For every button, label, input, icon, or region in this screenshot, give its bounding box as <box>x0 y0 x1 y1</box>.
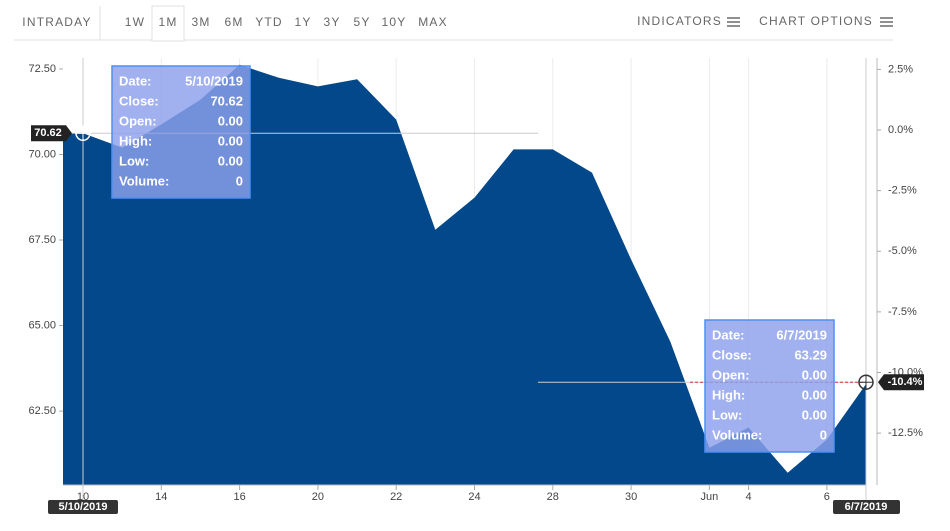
y-tick-label: 65.00 <box>28 319 56 331</box>
tooltip-value: 0.00 <box>802 407 827 422</box>
tooltip-key: Close: <box>119 93 159 108</box>
x-tick-label: 22 <box>390 491 402 503</box>
range-tab[interactable]: 5Y <box>353 15 370 29</box>
tooltip-value: 0.00 <box>218 113 243 128</box>
range-tab[interactable]: 10Y <box>382 15 407 29</box>
tooltip-key: High: <box>712 387 745 402</box>
tooltip-key: Low: <box>119 153 149 168</box>
range-tab[interactable]: YTD <box>255 15 283 29</box>
tooltip-value: 0 <box>236 173 243 188</box>
y2-tick-label: 0.0% <box>888 124 913 136</box>
active-tab <box>151 5 185 42</box>
x-tick-label: 14 <box>155 491 167 503</box>
tooltip-key: Open: <box>119 113 157 128</box>
x-tick-label: Jun <box>701 491 719 503</box>
date-flag-label: 5/10/2019 <box>59 501 108 513</box>
x-tick-label: 28 <box>547 491 559 503</box>
range-tab[interactable]: 1W <box>125 15 145 29</box>
tooltip-value: 0.00 <box>802 367 827 382</box>
tooltip-value: 5/10/2019 <box>185 73 243 88</box>
tooltip-value: 0.00 <box>802 387 827 402</box>
tooltip-value: 63.29 <box>794 347 827 362</box>
tooltip-key: High: <box>119 133 152 148</box>
price-area <box>63 64 866 486</box>
range-tab[interactable]: 3Y <box>323 15 340 29</box>
range-tab[interactable]: 3M <box>191 15 210 29</box>
y2-tick-label: 2.5% <box>888 63 913 75</box>
value-flag <box>31 125 72 142</box>
date-flag-label: 6/7/2019 <box>845 501 888 513</box>
tooltip-value: 6/7/2019 <box>776 327 827 342</box>
tooltip-key: Date: <box>119 73 152 88</box>
x-tick-label: 30 <box>625 491 637 503</box>
tooltip-value: 0 <box>820 427 827 442</box>
y-tick-label: 70.00 <box>28 148 56 160</box>
y2-tick-label: -12.5% <box>888 427 923 439</box>
date-flag <box>833 500 900 514</box>
tooltip-key: Open: <box>712 367 750 382</box>
value-flag-label: 70.62 <box>34 127 62 139</box>
x-tick-label: 16 <box>233 491 245 503</box>
change-flag <box>878 374 924 391</box>
chart-options-icon <box>880 17 893 27</box>
tooltip <box>111 65 251 199</box>
indicators-icon <box>727 17 740 27</box>
chart-options-button[interactable]: CHART OPTIONS <box>759 14 873 28</box>
x-tick-label: 20 <box>312 491 324 503</box>
x-tick-label: 6 <box>824 491 830 503</box>
tooltip-key: Low: <box>712 407 742 422</box>
y-tick-label: 72.50 <box>28 63 56 75</box>
tooltip-key: Date: <box>712 327 745 342</box>
tooltip <box>704 319 835 453</box>
y2-tick-label: -5.0% <box>888 245 917 257</box>
change-flag-label: -10.4% <box>888 376 923 388</box>
tooltip-key: Volume: <box>119 173 169 188</box>
range-tab[interactable]: 6M <box>224 15 243 29</box>
y2-tick-label: -7.5% <box>888 306 917 318</box>
crosshair-point-cross <box>859 375 873 390</box>
tooltip-key: Volume: <box>712 427 762 442</box>
date-flag <box>48 500 118 514</box>
range-tab[interactable]: MAX <box>418 15 448 29</box>
indicators-button[interactable]: INDICATORS <box>637 14 722 28</box>
tooltip-value: 0.00 <box>218 153 243 168</box>
intraday-tab[interactable]: INTRADAY <box>22 15 91 29</box>
x-tick-label: 4 <box>745 491 751 503</box>
range-tab[interactable]: 1M <box>158 15 177 29</box>
tooltip-value: 0.00 <box>218 133 243 148</box>
y-tick-label: 62.50 <box>28 405 56 417</box>
y2-tick-label: -2.5% <box>888 185 917 197</box>
range-tab[interactable]: 1Y <box>294 15 311 29</box>
tooltip-key: Close: <box>712 347 752 362</box>
tooltip-value: 70.62 <box>210 93 243 108</box>
x-tick-label: 24 <box>468 491 480 503</box>
crosshair-point-cross <box>76 126 90 141</box>
y-tick-label: 67.50 <box>28 234 56 246</box>
